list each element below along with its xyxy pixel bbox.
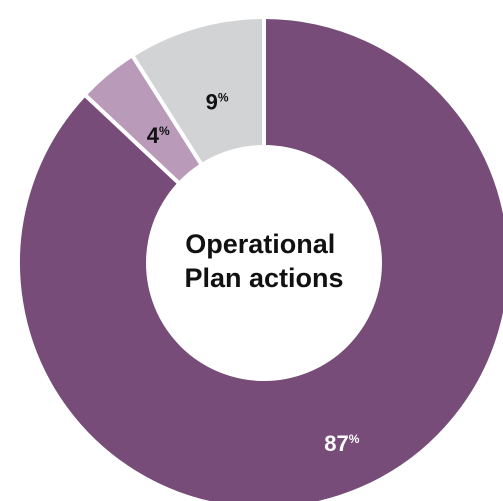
slice-label-4: 4% <box>147 123 170 148</box>
slice-label-9: 9% <box>206 90 229 115</box>
center-label-line-2: Plan actions <box>184 263 343 293</box>
slice-labels: 87% 4% 9% <box>147 90 360 456</box>
slice-87 <box>16 14 503 501</box>
center-label-line-1: Operational <box>185 229 335 259</box>
center-label: Operational Plan actions <box>184 229 343 293</box>
donut-center <box>146 145 382 381</box>
slice-label-87: 87% <box>324 431 359 456</box>
